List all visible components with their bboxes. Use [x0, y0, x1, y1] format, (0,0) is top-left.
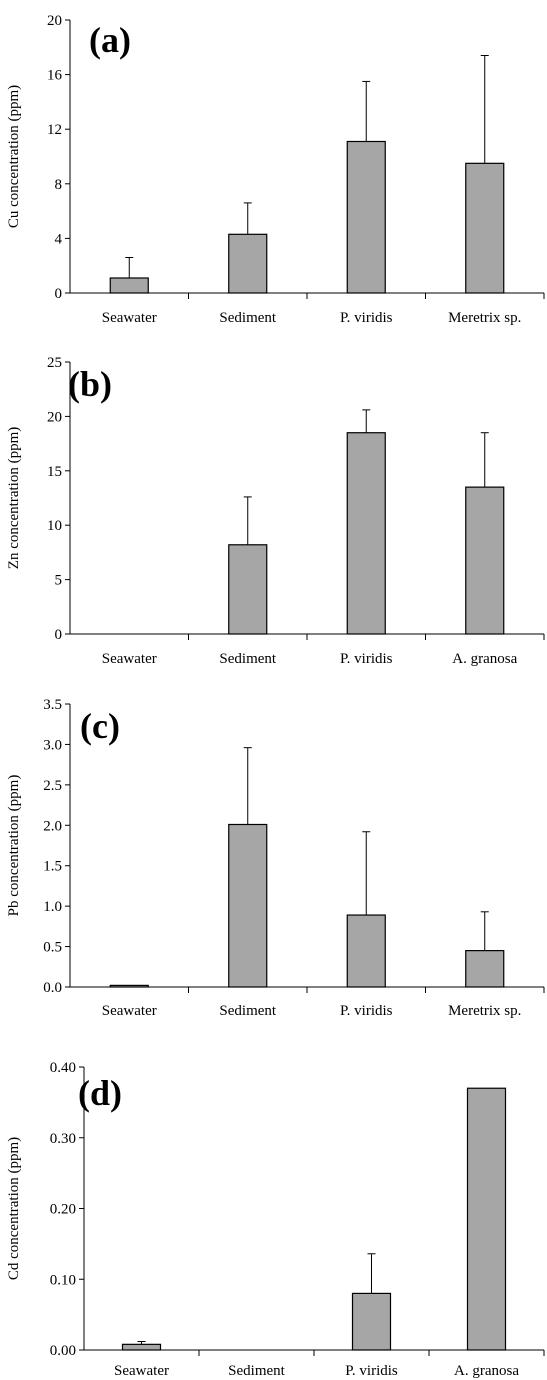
category-label-1: Seawater — [114, 1363, 169, 1379]
category-label-2: Sediment — [228, 1363, 285, 1379]
bar-2 — [228, 233, 268, 294]
category-label-4: Meretrix sp. — [448, 310, 521, 326]
y-tick-label: 20 — [47, 13, 62, 29]
category-label-4: A. granosa — [454, 1363, 519, 1379]
y-tick-label: 0.40 — [50, 1060, 76, 1076]
bar-3 — [346, 140, 386, 294]
bar-2 — [228, 544, 268, 635]
y-tick-label: 3.5 — [43, 697, 62, 713]
bar-3 — [351, 1292, 392, 1351]
y-tick-label: 2.5 — [43, 778, 62, 794]
y-tick-label: 8 — [55, 177, 63, 193]
y-tick-label: 1.5 — [43, 859, 62, 875]
y-tick-label: 20 — [47, 409, 62, 425]
bar-4 — [465, 162, 505, 294]
y-tick-label: 2.0 — [43, 818, 62, 834]
y-tick-label: 1.0 — [43, 899, 62, 915]
category-label-3: P. viridis — [340, 310, 393, 326]
category-label-2: Sediment — [219, 1003, 276, 1019]
panel-label: (a) — [89, 20, 131, 60]
y-tick-label: 15 — [47, 464, 62, 480]
bar-2 — [228, 823, 268, 988]
y-tick-label: 0.00 — [50, 1343, 76, 1359]
bar-4 — [465, 486, 505, 635]
y-tick-label: 12 — [47, 122, 62, 138]
y-axis-label: Cd concentration (ppm) — [6, 1137, 22, 1280]
y-axis-label: Cu concentration (ppm) — [6, 85, 22, 228]
category-label-2: Sediment — [219, 310, 276, 326]
category-label-3: P. viridis — [340, 651, 393, 667]
bar-1 — [109, 277, 149, 294]
bar-1 — [109, 984, 149, 988]
chart-panel-3: 0.0 0.5 1.0 1.5 2.0 2.5 3.0 3.5 Pb concentration… — [6, 697, 545, 1019]
y-tick-label: 0.5 — [43, 940, 62, 956]
category-label-3: P. viridis — [340, 1003, 393, 1019]
bar-1 — [121, 1343, 162, 1351]
category-label-4: Meretrix sp. — [448, 1003, 521, 1019]
y-tick-label: 0.30 — [50, 1131, 76, 1147]
y-tick-label: 4 — [55, 231, 63, 247]
chart-panel-1: 0 4 8 12 16 20 Cu concentration (ppm) Seawater S… — [6, 13, 545, 326]
y-tick-label: 0.20 — [50, 1202, 76, 1218]
bar-4 — [466, 1087, 507, 1351]
y-tick-label: 0 — [55, 627, 63, 643]
y-tick-label: 16 — [47, 68, 63, 84]
panel-label: (c) — [80, 706, 120, 746]
category-label-1: Seawater — [102, 1003, 157, 1019]
y-tick-label: 5 — [55, 573, 63, 589]
y-tick-label: 10 — [47, 518, 62, 534]
bar-4 — [465, 950, 505, 988]
category-label-4: A. granosa — [452, 651, 517, 667]
panel-label: (b) — [68, 364, 112, 404]
y-tick-label: 0.10 — [50, 1272, 76, 1288]
y-axis-label: Zn concentration (ppm) — [6, 427, 22, 569]
y-tick-label: 0 — [55, 286, 63, 302]
bar-3 — [346, 432, 386, 635]
chart-panel-2: 0 5 10 15 20 25 Zn concentration (ppm) Seawater… — [6, 355, 545, 667]
y-tick-label: 3.0 — [43, 737, 62, 753]
panel-label: (d) — [78, 1073, 122, 1113]
category-label-1: Seawater — [102, 310, 157, 326]
y-tick-label: 0.0 — [43, 980, 62, 996]
category-label-2: Sediment — [219, 651, 276, 667]
chart-panel-4: 0.00 0.10 0.20 0.30 0.40 Cd concentration (pp… — [6, 1060, 545, 1379]
y-tick-label: 25 — [47, 355, 62, 371]
category-label-3: P. viridis — [345, 1363, 398, 1379]
bar-3 — [346, 914, 386, 988]
y-axis-label: Pb concentration (ppm) — [6, 775, 22, 917]
category-label-1: Seawater — [102, 651, 157, 667]
